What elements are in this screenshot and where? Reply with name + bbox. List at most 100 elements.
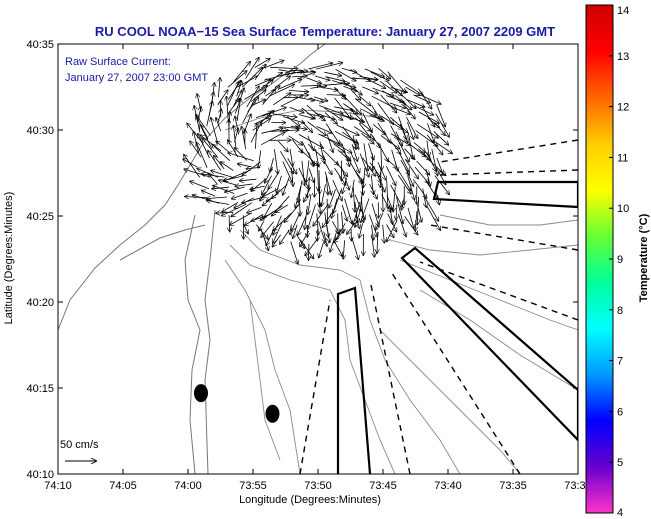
current-vector [336,223,346,240]
y-tick-label: 40:15 [26,383,54,395]
current-vector [396,108,410,114]
current-vector [436,157,443,174]
current-vector [327,138,352,153]
current-vector [242,197,263,203]
current-vector [431,149,438,175]
current-vector [359,153,369,177]
current-vector [396,204,397,220]
bathymetry-contour [224,259,301,474]
current-vector [295,186,302,207]
current-vector [397,213,406,237]
current-vector [417,196,418,225]
current-vector [425,180,438,200]
current-vector [273,93,290,106]
current-vector [413,94,431,103]
current-vector [369,114,385,121]
current-vector [332,198,338,218]
current-vector [287,158,297,173]
inset-label-line-2: January 27, 2007 23:00 GMT [65,72,208,84]
current-vector [207,200,230,205]
current-vector [382,186,383,211]
current-vector [364,68,384,77]
current-vector [231,202,253,217]
current-vector [308,204,316,230]
current-vector [389,102,406,108]
colorbar-tick-label: 14 [617,5,629,17]
colorbar-label: Temperature (°C) [638,213,650,302]
current-vector [251,214,270,221]
current-vector [380,115,402,129]
current-vector [351,179,355,198]
current-vector [386,224,394,238]
current-vector [354,170,363,183]
bathymetry-contour [419,289,578,391]
current-vector [230,212,253,225]
current-vector [401,196,405,210]
current-vector [353,187,355,212]
current-vector [243,224,249,233]
current-vector [418,88,432,109]
current-vector [326,134,333,152]
dashed-boundary [299,299,331,474]
current-vector [262,175,272,195]
current-vector [380,94,397,113]
current-vector [319,141,325,164]
dashed-boundary [429,224,578,251]
current-vector [218,78,220,98]
inset-label-line-1: Raw Surface Current: [65,56,171,68]
current-vector [412,179,426,198]
current-vector [300,239,314,259]
current-vector [376,212,384,230]
current-vector [261,128,282,134]
x-axis: 74:10 74:05 74:00 73:55 73:50 73:45 73:40 73:35… [44,44,592,492]
current-vector [416,204,421,222]
current-vector [387,71,406,93]
current-vector [407,175,415,199]
current-vector [342,131,357,143]
current-vector [314,75,330,80]
current-vector [435,113,450,137]
colorbar-tick-label: 12 [617,102,629,114]
current-vector [324,83,349,85]
current-vector [308,152,314,166]
y-axis-label: Latitude (Degrees:Minutes) [3,192,15,325]
current-vector [406,170,414,186]
current-vector [317,213,319,235]
current-vector [390,141,400,154]
current-vector [260,132,285,146]
current-vector [387,180,388,209]
current-vector [258,150,262,168]
current-vector [326,95,345,96]
current-vector [422,95,441,104]
current-vector [398,152,409,172]
sst-field [58,44,578,474]
current-vector [227,97,229,123]
current-vector [343,85,357,91]
current-vector [344,198,352,224]
current-vector [413,142,425,153]
current-vector [298,167,309,189]
current-vector [202,191,216,197]
current-vector [323,107,343,120]
current-vector [290,241,298,264]
current-vector [211,118,219,145]
current-vector [276,175,282,193]
current-vector [342,177,348,194]
current-vector [255,124,257,149]
current-vector [385,95,403,102]
current-vector [377,162,386,180]
current-vector [414,105,434,115]
current-vector [289,148,293,166]
y-tick-label: 40:35 [26,39,54,51]
current-vector [242,99,255,124]
current-vector [308,168,314,183]
current-vector [319,193,320,213]
bathymetry-contour [389,239,578,256]
current-vector [370,71,389,81]
current-vector [307,121,327,136]
current-vector [297,72,316,80]
current-vector [395,131,403,146]
current-vector [316,63,342,70]
y-tick-label: 40:25 [26,211,54,223]
y-axis: 40:35 40:30 40:25 40:20 40:15 40:10 [26,39,578,481]
